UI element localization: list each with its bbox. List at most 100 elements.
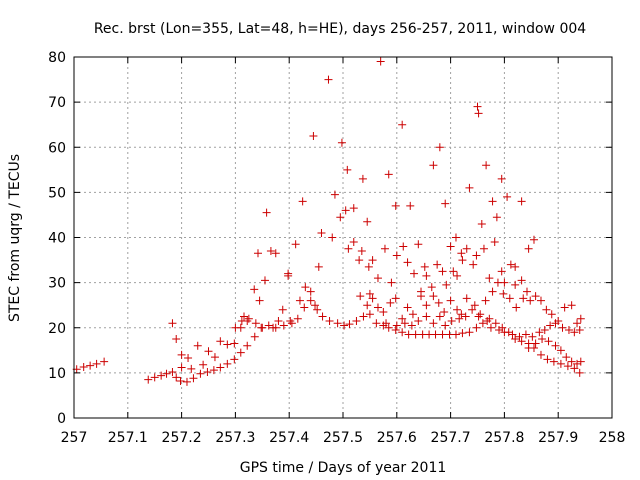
data-point bbox=[262, 208, 271, 217]
data-points bbox=[72, 57, 585, 386]
y-tick-label: 60 bbox=[48, 140, 66, 156]
data-point bbox=[431, 330, 440, 339]
data-point bbox=[357, 247, 366, 256]
data-point bbox=[564, 326, 573, 335]
data-point bbox=[474, 109, 483, 118]
data-point bbox=[264, 321, 273, 330]
data-point bbox=[433, 260, 442, 269]
data-point bbox=[318, 312, 327, 321]
data-point bbox=[386, 298, 395, 307]
data-point bbox=[380, 244, 389, 253]
data-point bbox=[284, 269, 293, 278]
data-point bbox=[570, 364, 579, 373]
data-point bbox=[199, 360, 208, 369]
x-tick-label: 257.1 bbox=[108, 430, 148, 446]
data-point bbox=[172, 335, 181, 344]
data-point bbox=[535, 328, 544, 337]
data-point bbox=[255, 296, 264, 305]
data-point bbox=[400, 319, 409, 328]
data-point bbox=[567, 301, 576, 310]
data-point bbox=[398, 328, 407, 337]
data-point bbox=[384, 170, 393, 179]
data-point bbox=[477, 219, 486, 228]
data-point bbox=[363, 301, 372, 310]
data-point bbox=[286, 316, 295, 325]
data-point bbox=[300, 303, 309, 312]
data-point bbox=[391, 326, 400, 335]
plot-frame bbox=[73, 56, 613, 419]
data-point bbox=[488, 287, 497, 296]
data-point bbox=[343, 165, 352, 174]
y-tick-label: 30 bbox=[48, 276, 66, 292]
data-point bbox=[524, 244, 533, 253]
data-point bbox=[551, 341, 560, 350]
data-point bbox=[465, 328, 474, 337]
data-point bbox=[253, 249, 262, 258]
data-point bbox=[368, 256, 377, 265]
data-point bbox=[168, 319, 177, 328]
data-point bbox=[382, 319, 391, 328]
data-point bbox=[546, 321, 555, 330]
data-point bbox=[398, 314, 407, 323]
data-point bbox=[317, 228, 326, 237]
data-point bbox=[461, 312, 470, 321]
data-point bbox=[182, 377, 191, 386]
data-point bbox=[403, 303, 412, 312]
data-point bbox=[86, 361, 95, 370]
data-point bbox=[451, 330, 460, 339]
data-point bbox=[392, 321, 401, 330]
y-tick-label: 0 bbox=[57, 411, 66, 427]
data-point bbox=[493, 278, 502, 287]
data-point bbox=[472, 251, 481, 260]
data-point bbox=[519, 294, 528, 303]
data-point bbox=[379, 307, 388, 316]
data-point bbox=[203, 367, 212, 376]
data-point bbox=[536, 350, 545, 359]
data-point bbox=[531, 339, 540, 348]
data-point bbox=[453, 305, 462, 314]
data-point bbox=[495, 326, 504, 335]
data-point bbox=[209, 366, 218, 375]
data-point bbox=[387, 278, 396, 287]
data-point bbox=[162, 369, 171, 378]
x-tick-label: 257.7 bbox=[431, 430, 471, 446]
data-point bbox=[506, 260, 515, 269]
data-point bbox=[243, 341, 252, 350]
data-point bbox=[274, 316, 283, 325]
data-point bbox=[422, 271, 431, 280]
data-point bbox=[446, 296, 455, 305]
data-point bbox=[499, 289, 508, 298]
data-point bbox=[453, 271, 462, 280]
data-point bbox=[497, 174, 506, 183]
data-point bbox=[479, 244, 488, 253]
data-point bbox=[196, 369, 205, 378]
data-point bbox=[157, 371, 166, 380]
data-point bbox=[468, 305, 477, 314]
data-point bbox=[355, 256, 364, 265]
data-point bbox=[210, 353, 219, 362]
data-point bbox=[325, 316, 334, 325]
data-point bbox=[187, 364, 196, 373]
data-point bbox=[250, 285, 259, 294]
data-point bbox=[345, 320, 354, 329]
data-point bbox=[340, 321, 349, 330]
data-point bbox=[391, 294, 400, 303]
data-point bbox=[449, 267, 458, 276]
y-tick-label: 20 bbox=[48, 321, 66, 337]
data-point bbox=[230, 355, 239, 364]
data-point bbox=[462, 294, 471, 303]
data-point bbox=[483, 316, 492, 325]
data-point bbox=[481, 296, 490, 305]
data-point bbox=[313, 305, 322, 314]
data-point bbox=[457, 310, 466, 319]
data-point bbox=[441, 321, 450, 330]
data-point bbox=[251, 319, 260, 328]
data-point bbox=[556, 359, 565, 368]
data-point bbox=[576, 314, 585, 323]
data-point bbox=[240, 312, 249, 321]
data-point bbox=[429, 161, 438, 170]
data-point bbox=[399, 242, 408, 251]
data-point bbox=[311, 301, 320, 310]
x-tick-label: 257.5 bbox=[323, 430, 363, 446]
